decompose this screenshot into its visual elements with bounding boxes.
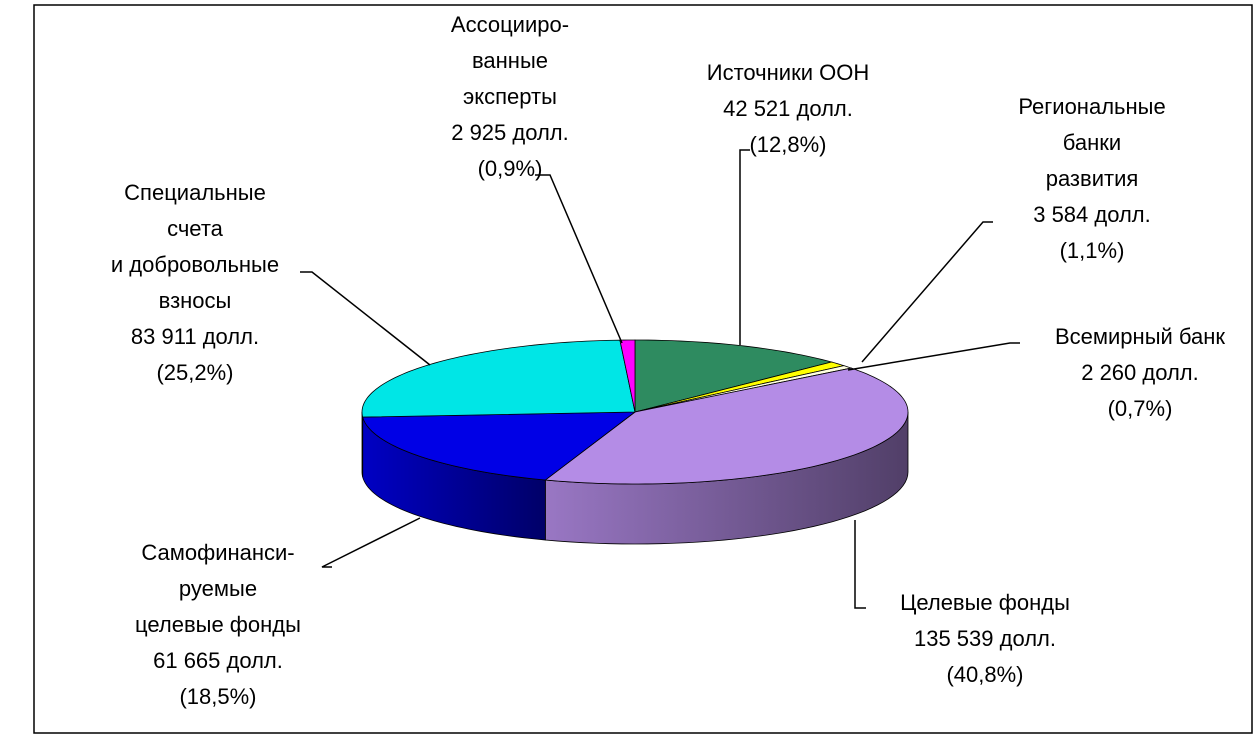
percent-label: (0,7%) [1107,396,1173,421]
percent-label: (25,2%) [156,360,234,385]
value-label: 42 521 долл. [723,96,853,121]
leader-line [300,271,431,366]
slice-label: Специальные счета и добровольные взносы [110,180,280,313]
value-label: 135 539 долл. [913,626,1056,651]
slice-label: Целевые фонды [900,590,1070,615]
value-label: 2 925 долл. [451,120,569,145]
slice-label: Источники ООН [706,60,870,85]
slice-label: Ассоцииро- ванные эксперты [450,12,570,109]
percent-label: (12,8%) [749,132,827,157]
slice [619,339,636,413]
slice [361,339,636,418]
slice-label: Региональные банки развития [1018,94,1166,191]
value-label: 61 665 долл. [153,648,283,673]
slice [634,339,834,413]
leader-line [535,174,623,344]
leader-line [321,517,421,568]
value-label: 2 260 долл. [1081,360,1199,385]
slice-label: Самофинанси- руемые целевые фонды [135,540,301,637]
leader-line [861,221,993,363]
percent-label: (1,1%) [1059,238,1125,263]
leader-line [854,520,866,609]
value-label: 3 584 долл. [1033,202,1151,227]
leader-line [847,342,1020,371]
frame [33,4,1253,734]
leader-line [739,149,750,345]
slice [362,411,637,481]
slice [544,367,909,485]
slice-side [361,412,364,478]
percent-label: (18,5%) [179,684,257,709]
percent-label: (40,8%) [946,662,1024,687]
percent-label: (0,9%) [477,156,543,181]
slice-label: Всемирный банк [1054,324,1226,349]
value-label: 83 911 долл. [130,324,260,349]
